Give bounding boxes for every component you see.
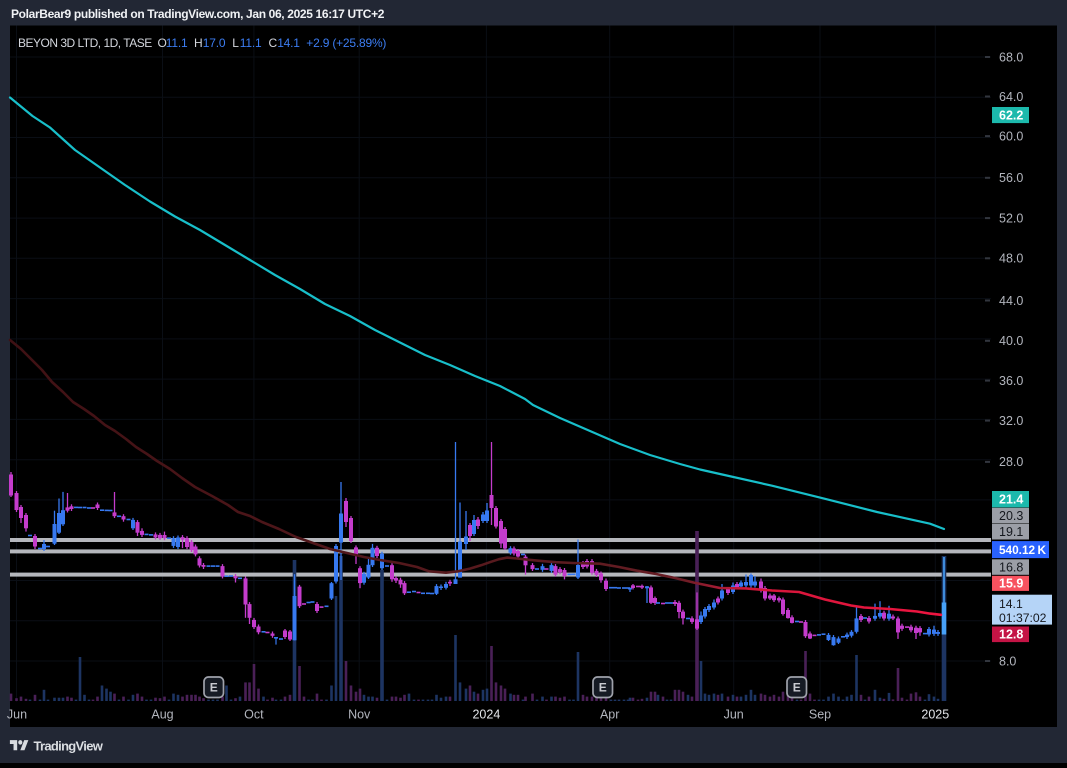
svg-text:Jun: Jun (7, 708, 27, 722)
svg-text:Oct: Oct (244, 708, 264, 722)
svg-text:15.9: 15.9 (999, 577, 1023, 591)
svg-text:44.0: 44.0 (999, 294, 1023, 308)
svg-text:32.0: 32.0 (999, 414, 1023, 428)
svg-text:19.1: 19.1 (999, 525, 1023, 539)
svg-text:Aug: Aug (151, 708, 173, 722)
svg-text:52.0: 52.0 (999, 211, 1023, 225)
svg-text:PolarBear9 published on Tradin: PolarBear9 published on TradingView.com,… (11, 7, 385, 21)
svg-text:Apr: Apr (600, 708, 619, 722)
svg-text:Sep: Sep (809, 708, 831, 722)
svg-text:11.1: 11.1 (240, 36, 262, 50)
svg-text:11.1: 11.1 (166, 36, 188, 50)
svg-text:Nov: Nov (348, 708, 371, 722)
svg-text:56.0: 56.0 (999, 171, 1023, 185)
svg-text:60.0: 60.0 (999, 129, 1023, 143)
svg-text:40.0: 40.0 (999, 334, 1023, 348)
svg-text:12.8: 12.8 (999, 628, 1023, 642)
svg-text:48.0: 48.0 (999, 252, 1023, 266)
svg-text:2024: 2024 (472, 708, 500, 722)
svg-text:O: O (158, 36, 167, 50)
svg-text:H: H (194, 36, 202, 50)
svg-text:540.12 K: 540.12 K (999, 543, 1046, 557)
svg-text:2025: 2025 (921, 708, 949, 722)
svg-text:28.0: 28.0 (999, 455, 1023, 469)
svg-text:17.0: 17.0 (203, 36, 226, 50)
svg-text:20.3: 20.3 (999, 509, 1023, 523)
svg-text:01:37:02: 01:37:02 (999, 611, 1047, 625)
svg-text:E: E (210, 681, 218, 695)
svg-text:E: E (793, 681, 801, 695)
svg-text:Jun: Jun (724, 708, 744, 722)
svg-text:14.1: 14.1 (277, 36, 300, 50)
svg-text:C: C (269, 36, 278, 50)
svg-text:L: L (232, 36, 239, 50)
svg-text:21.4: 21.4 (999, 493, 1023, 507)
svg-text:62.2: 62.2 (999, 108, 1023, 122)
svg-text:64.0: 64.0 (999, 90, 1023, 104)
svg-text:BEYON 3D LTD, 1D, TASE: BEYON 3D LTD, 1D, TASE (18, 36, 152, 50)
svg-text:TradingView: TradingView (34, 738, 104, 753)
svg-text:E: E (599, 681, 607, 695)
svg-text:14.1: 14.1 (999, 597, 1023, 611)
svg-text:8.0: 8.0 (999, 654, 1016, 668)
svg-text:16.8: 16.8 (999, 560, 1023, 574)
svg-text:68.0: 68.0 (999, 50, 1023, 64)
svg-text:+2.9 (+25.89%): +2.9 (+25.89%) (306, 36, 386, 50)
svg-text:36.0: 36.0 (999, 374, 1023, 388)
